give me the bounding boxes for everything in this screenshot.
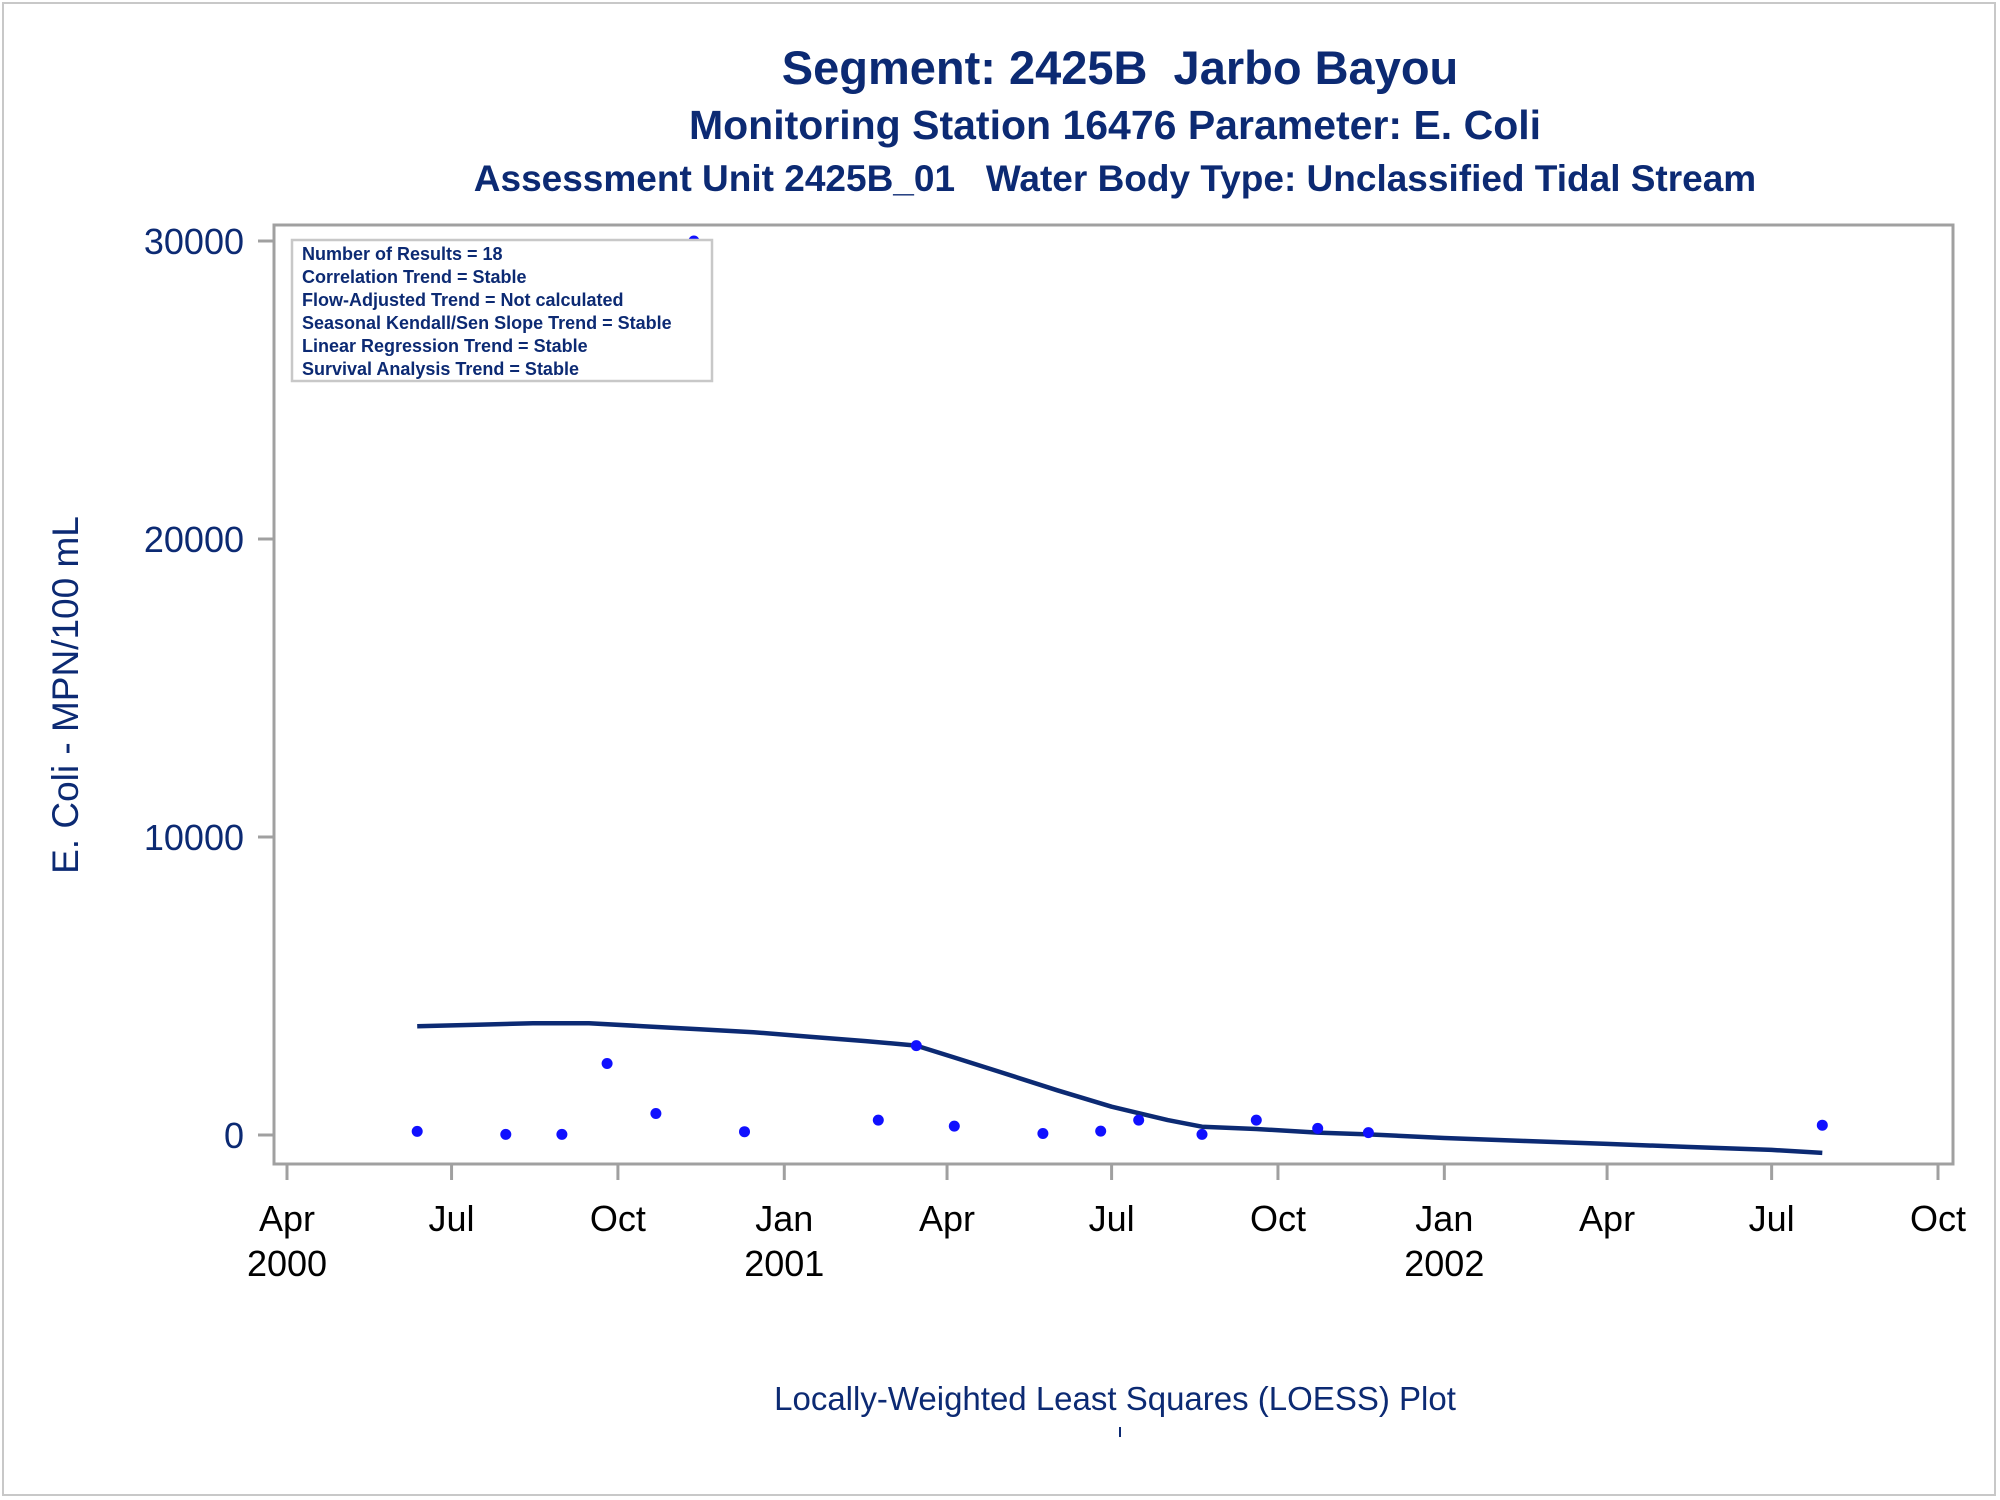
data-point-2 [556, 1128, 568, 1140]
data-point-13 [1196, 1128, 1208, 1140]
stats-legend: Number of Results = 18 Correlation Trend … [290, 238, 714, 383]
x-tick-label-0: Apr [259, 1198, 315, 1239]
data-point-7 [872, 1114, 884, 1126]
y-axis: 0 10000 20000 30000 [144, 221, 274, 1156]
data-point-3 [601, 1058, 613, 1069]
x-tick-year-3: 2001 [744, 1243, 824, 1284]
y-tick-label-20000: 20000 [144, 519, 244, 560]
x-tick-year-0: 2000 [247, 1243, 327, 1284]
stats-legend-frame [290, 238, 714, 383]
chart-subtitle: Monitoring Station 16476 Parameter: E. C… [688, 102, 1542, 148]
x-tick-label-10: Oct [1910, 1198, 1966, 1239]
x-tick-label-7: Jan [1415, 1198, 1473, 1239]
y-tick-label-30000: 30000 [144, 221, 244, 262]
x-tick-label-3: Jan [755, 1198, 813, 1239]
x-tick-label-6: Oct [1250, 1198, 1306, 1239]
stats-line-1: Correlation Trend = Stable [302, 267, 527, 287]
data-point-8 [910, 1040, 922, 1052]
x-tick-label-9: Jul [1749, 1198, 1795, 1239]
chart-subtitle-2: Assessment Unit 2425B_01 Water Body Type… [473, 158, 1757, 199]
x-tick-label-2: Oct [590, 1198, 646, 1239]
data-point-6 [739, 1126, 750, 1138]
data-point-9 [948, 1120, 960, 1132]
loess-series [417, 1021, 1823, 1156]
stats-line-0: Number of Results = 18 [302, 244, 503, 264]
footnote: Locally-Weighted Least Squares (LOESS) P… [774, 1380, 1456, 1417]
x-tick-label-8: Apr [1579, 1198, 1635, 1239]
data-point-16 [1362, 1127, 1374, 1139]
y-axis-label: E. Coli - MPN/100 mL [45, 516, 86, 874]
x-tick-label-4: Apr [919, 1198, 975, 1239]
stats-line-3: Seasonal Kendall/Sen Slope Trend = Stabl… [302, 313, 672, 333]
data-point-4 [650, 1108, 662, 1119]
data-point-0 [411, 1125, 423, 1137]
data-point-15 [1312, 1122, 1324, 1134]
stats-line-2: Flow-Adjusted Trend = Not calculated [302, 290, 624, 310]
footnote-mark [1119, 1427, 1121, 1437]
x-tick-label-5: Jul [1089, 1198, 1135, 1239]
data-point-11 [1095, 1125, 1107, 1137]
y-tick-label-0: 0 [224, 1115, 244, 1156]
data-point-10 [1037, 1128, 1049, 1139]
data-point-17 [1816, 1119, 1828, 1131]
chart-title: Segment: 2425B Jarbo Bayou [781, 41, 1459, 94]
stats-line-4: Linear Regression Trend = Stable [302, 336, 588, 356]
x-tick-label-1: Jul [429, 1198, 475, 1239]
data-point-14 [1250, 1114, 1262, 1126]
x-tick-year-7: 2002 [1404, 1243, 1484, 1284]
stats-line-5: Survival Analysis Trend = Stable [302, 359, 579, 379]
data-point-1 [500, 1128, 512, 1140]
y-tick-label-10000: 10000 [144, 817, 244, 858]
data-point-12 [1133, 1114, 1145, 1126]
loess-line [417, 1021, 1823, 1156]
